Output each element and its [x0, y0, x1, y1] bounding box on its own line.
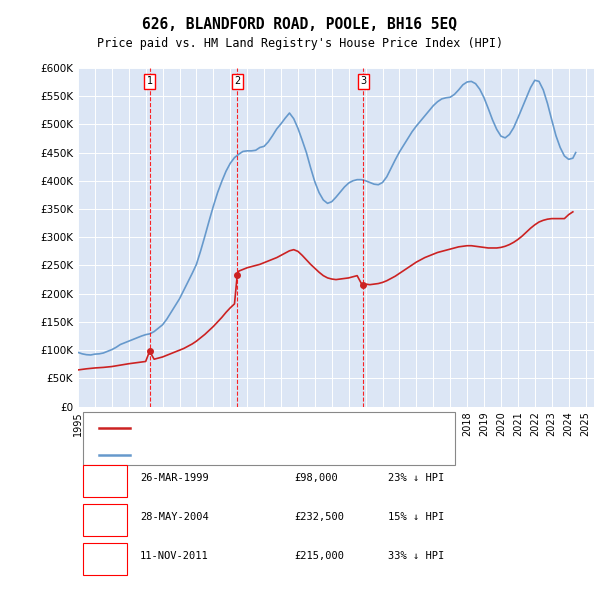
Text: 3: 3 — [102, 550, 109, 560]
FancyBboxPatch shape — [83, 543, 127, 575]
Text: £232,500: £232,500 — [295, 512, 345, 522]
Text: 15% ↓ HPI: 15% ↓ HPI — [388, 512, 444, 522]
Text: 11-NOV-2011: 11-NOV-2011 — [140, 550, 209, 560]
FancyBboxPatch shape — [83, 412, 455, 465]
Text: £98,000: £98,000 — [295, 473, 338, 483]
Text: 23% ↓ HPI: 23% ↓ HPI — [388, 473, 444, 483]
Text: 28-MAY-2004: 28-MAY-2004 — [140, 512, 209, 522]
Text: 626, BLANDFORD ROAD, POOLE, BH16 5EQ: 626, BLANDFORD ROAD, POOLE, BH16 5EQ — [143, 17, 458, 32]
FancyBboxPatch shape — [83, 465, 127, 497]
Text: 2: 2 — [234, 76, 241, 86]
Text: 3: 3 — [360, 76, 367, 86]
FancyBboxPatch shape — [83, 504, 127, 536]
Text: HPI: Average price, detached house, Dorset: HPI: Average price, detached house, Dors… — [140, 450, 392, 460]
Text: 1: 1 — [102, 473, 109, 483]
Text: £215,000: £215,000 — [295, 550, 345, 560]
Text: 1: 1 — [146, 76, 152, 86]
Text: 33% ↓ HPI: 33% ↓ HPI — [388, 550, 444, 560]
Text: Price paid vs. HM Land Registry's House Price Index (HPI): Price paid vs. HM Land Registry's House … — [97, 37, 503, 50]
Text: 2: 2 — [102, 512, 109, 522]
Text: 26-MAR-1999: 26-MAR-1999 — [140, 473, 209, 483]
Text: 626, BLANDFORD ROAD, POOLE, BH16 5EQ (detached house): 626, BLANDFORD ROAD, POOLE, BH16 5EQ (de… — [140, 423, 458, 433]
